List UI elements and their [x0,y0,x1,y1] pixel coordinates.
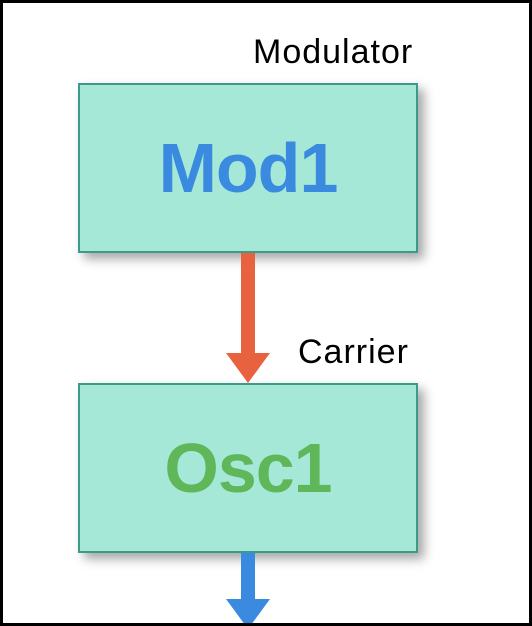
carrier-node-text: Osc1 [164,428,331,508]
modulator-node-text: Mod1 [159,128,338,208]
arrow-shaft [241,253,255,353]
carrier-node: Osc1 [78,383,418,553]
arrow-head-icon [226,353,270,383]
carrier-label: Carrier [298,333,409,372]
diagram-frame: Modulator Mod1 Carrier Osc1 [0,0,532,626]
arrow-shaft [241,553,255,599]
modulator-label: Modulator [253,33,413,72]
arrow-head-icon [226,599,270,626]
modulator-node: Mod1 [78,83,418,253]
